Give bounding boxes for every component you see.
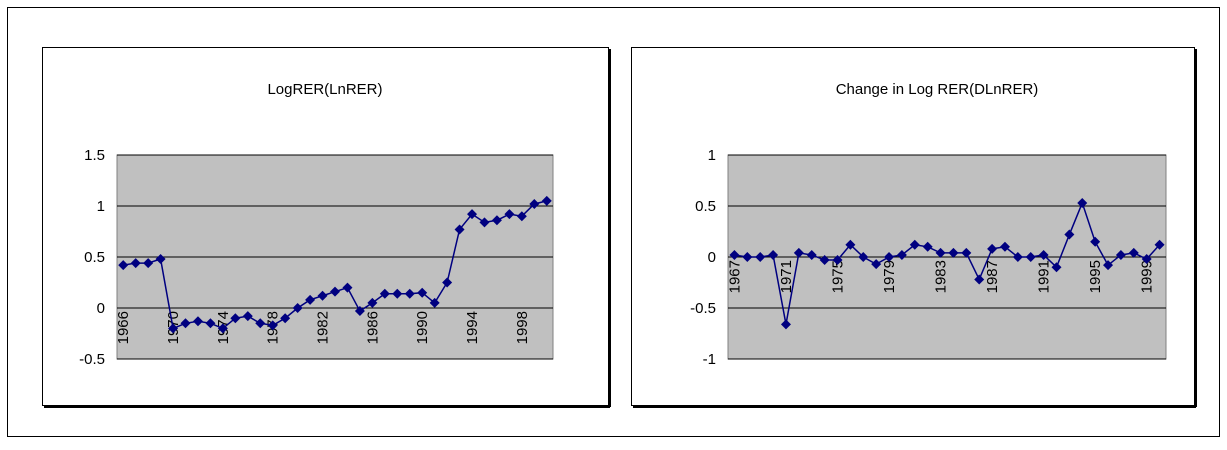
data-point [729, 249, 740, 260]
x-tick-label: 1983 [933, 260, 950, 293]
y-tick-label: 0 [97, 300, 105, 317]
data-point [871, 259, 882, 270]
x-tick-label: 1990 [414, 311, 431, 344]
data-point [909, 239, 920, 250]
data-point [317, 290, 328, 301]
x-tick-label: 1979 [881, 260, 898, 293]
data-point [242, 311, 253, 322]
data-point [793, 247, 804, 258]
x-tick-label: 1987 [984, 260, 1001, 293]
x-tick-label: 1998 [514, 311, 531, 344]
data-point [429, 297, 440, 308]
data-point [118, 260, 129, 271]
y-tick-label: 0.5 [84, 249, 105, 266]
y-tick-label: 0.5 [695, 198, 716, 215]
data-point [255, 318, 266, 329]
data-point [884, 252, 895, 262]
y-tick-label: -0.5 [690, 300, 716, 317]
data-point [330, 286, 340, 297]
data-point [845, 239, 856, 250]
data-point [280, 313, 291, 324]
data-point [342, 282, 353, 293]
data-point [230, 313, 241, 324]
data-point [529, 198, 540, 209]
data-point [404, 288, 415, 299]
x-tick-label: 1999 [1139, 260, 1156, 293]
data-point [780, 319, 791, 330]
data-point [819, 255, 830, 266]
data-point [467, 209, 478, 220]
x-tick-label: 1967 [726, 260, 743, 293]
data-point [1012, 252, 1023, 262]
x-tick-label: 1982 [315, 311, 332, 344]
data-point [999, 241, 1010, 252]
data-point [205, 318, 216, 329]
x-tick-label: 1966 [115, 311, 132, 344]
data-point [417, 287, 428, 298]
data-point [974, 274, 985, 285]
x-tick-label: 1986 [364, 311, 381, 344]
data-point [516, 211, 527, 222]
data-point [143, 258, 154, 269]
y-tick-label: -0.5 [79, 351, 105, 368]
data-point [1128, 247, 1139, 258]
data-point [192, 316, 203, 327]
x-tick-label: 1975 [830, 260, 847, 293]
series-line [734, 200, 1161, 325]
data-point [1154, 239, 1165, 250]
data-point [392, 288, 403, 299]
chart-title: LogRER(LnRER) [267, 81, 382, 98]
data-point [292, 303, 303, 313]
data-point [442, 277, 453, 288]
data-point [130, 258, 141, 269]
data-point [987, 243, 998, 254]
data-point [858, 252, 869, 262]
y-tick-label: 1.5 [84, 147, 105, 164]
data-point [541, 195, 552, 206]
x-tick-label: 1995 [1087, 260, 1104, 293]
data-point [354, 306, 365, 317]
data-point [1115, 249, 1126, 260]
data-point [379, 288, 390, 299]
x-tick-label: 1971 [778, 260, 795, 293]
data-point [1064, 229, 1075, 240]
x-tick-label: 1991 [1036, 260, 1053, 293]
data-point [168, 323, 179, 334]
data-point [742, 252, 753, 262]
data-point [504, 209, 515, 220]
data-point [1103, 260, 1114, 271]
data-point [491, 215, 502, 226]
data-point [217, 323, 228, 334]
data-point [1051, 262, 1062, 273]
y-tick-label: 1 [708, 147, 716, 164]
data-point [768, 249, 779, 260]
chart-title: Change in Log RER(DLnRER) [836, 81, 1039, 98]
data-point [1038, 249, 1049, 260]
data-point [180, 318, 191, 329]
data-point [948, 247, 959, 258]
y-tick-label: -1 [703, 351, 716, 368]
data-point [454, 224, 465, 235]
data-point [896, 249, 907, 260]
y-tick-label: 0 [708, 249, 716, 266]
x-tick-label: 1994 [464, 311, 481, 344]
data-point [935, 247, 946, 258]
data-point [1141, 254, 1152, 265]
data-point [305, 294, 316, 305]
data-point [155, 254, 166, 265]
data-point [922, 241, 933, 252]
data-point [367, 297, 378, 308]
data-point [806, 249, 817, 260]
data-point [961, 247, 972, 258]
data-point [832, 255, 843, 266]
data-point [1025, 252, 1036, 262]
data-point [479, 217, 490, 228]
data-point [1077, 197, 1088, 208]
y-tick-label: 1 [97, 198, 105, 215]
data-point [267, 320, 278, 331]
data-point [1090, 236, 1101, 247]
data-point [755, 252, 766, 262]
